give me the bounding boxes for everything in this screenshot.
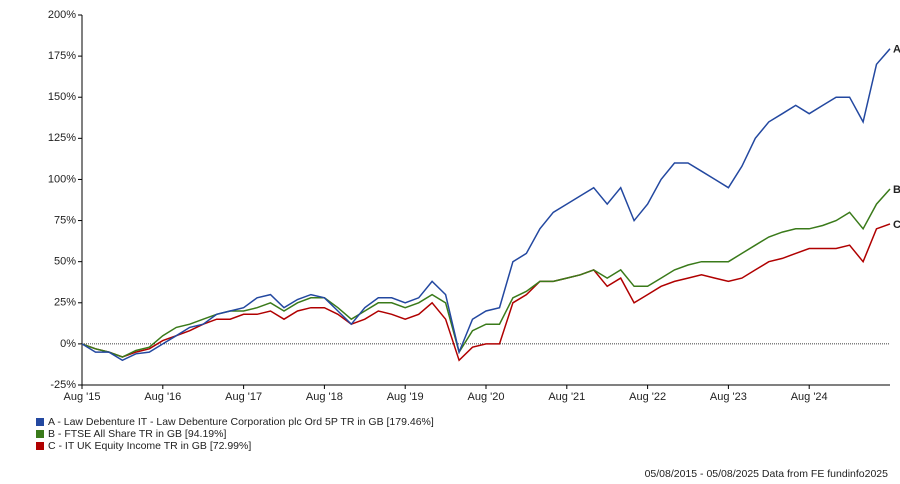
x-tick-label: Aug '16 (144, 391, 181, 403)
end-label: C (893, 219, 900, 231)
x-tick-label: Aug '18 (306, 391, 343, 403)
x-tick-label: Aug '21 (548, 391, 585, 403)
series-line (81, 223, 891, 362)
x-tick-label: Aug '17 (225, 391, 262, 403)
end-label: B (893, 184, 900, 196)
footer: 05/08/2015 - 05/08/2025 Data from FE fun… (645, 468, 889, 480)
x-tick-label: Aug '23 (710, 391, 747, 403)
series-line (81, 188, 891, 358)
series-line (81, 48, 891, 362)
x-tick-label: Aug '24 (791, 391, 828, 403)
y-tick-label: -25% (50, 379, 76, 391)
y-tick-label: 200% (48, 9, 76, 21)
legend-label: B - FTSE All Share TR in GB [94.19%] (48, 428, 226, 440)
y-tick-label: 100% (48, 173, 76, 185)
x-tick-label: Aug '19 (387, 391, 424, 403)
x-tick-label: Aug '15 (64, 391, 101, 403)
y-tick-label: 175% (48, 50, 76, 62)
x-tick-label: Aug '22 (629, 391, 666, 403)
legend-swatch (36, 418, 44, 426)
y-tick-label: 75% (54, 214, 76, 226)
end-label: A (893, 44, 900, 56)
y-tick-label: 50% (54, 256, 76, 268)
legend-label: C - IT UK Equity Income TR in GB [72.99%… (48, 440, 251, 452)
y-tick-label: 125% (48, 132, 76, 144)
legend-swatch (36, 430, 44, 438)
y-tick-label: 150% (48, 91, 76, 103)
y-tick-label: 25% (54, 297, 76, 309)
y-tick-label: 0% (60, 338, 76, 350)
legend-swatch (36, 442, 44, 450)
legend-label: A - Law Debenture IT - Law Debenture Cor… (48, 416, 434, 428)
x-tick-label: Aug '20 (468, 391, 505, 403)
